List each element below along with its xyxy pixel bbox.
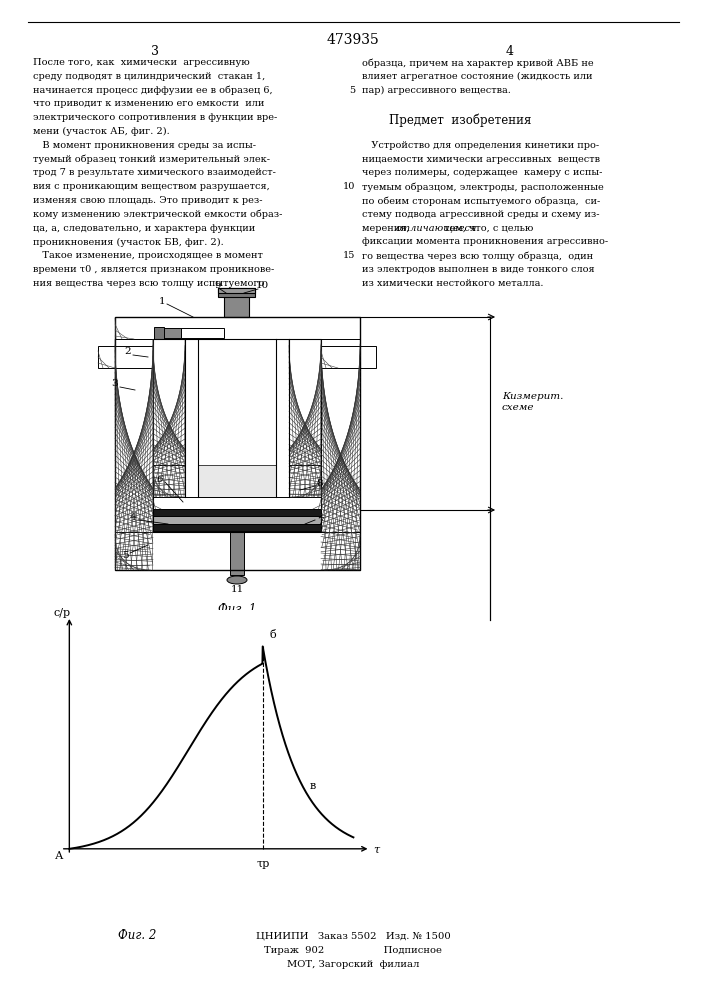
- Bar: [218, 288, 255, 293]
- Text: трод 7 в результате химического взаимодейст-: трод 7 в результате химического взаимоде…: [33, 168, 276, 177]
- Text: 7: 7: [317, 518, 323, 526]
- Text: 6: 6: [157, 476, 163, 485]
- Bar: [162, 328, 181, 338]
- Bar: [153, 516, 321, 524]
- Text: Такое изменение, происходящее в момент: Такое изменение, происходящее в момент: [33, 251, 263, 260]
- Text: 4: 4: [506, 45, 514, 58]
- Text: туемый образец тонкий измерительный элек-: туемый образец тонкий измерительный элек…: [33, 155, 270, 164]
- Text: 4: 4: [129, 512, 136, 522]
- Text: τ: τ: [373, 845, 380, 855]
- Text: 5: 5: [122, 552, 128, 560]
- Bar: [115, 532, 360, 570]
- Text: 8: 8: [317, 480, 323, 488]
- Text: В момент проникновения среды за испы-: В момент проникновения среды за испы-: [33, 141, 256, 150]
- Text: времени τ0 , является признаком проникнове-: времени τ0 , является признаком проникно…: [33, 265, 274, 274]
- Text: туемым образцом, электроды, расположенные: туемым образцом, электроды, расположенны…: [362, 182, 604, 192]
- Text: кому изменению электрической емкости образ-: кому изменению электрической емкости обр…: [33, 210, 282, 219]
- Ellipse shape: [227, 576, 247, 584]
- Text: электрического сопротивления в функции вре-: электрического сопротивления в функции в…: [33, 113, 277, 122]
- Text: тем, что, с целью: тем, что, с целью: [441, 224, 534, 233]
- Text: через полимеры, содержащее  камеру с испы-: через полимеры, содержащее камеру с испы…: [362, 168, 602, 177]
- Text: ницаемости химически агрессивных  веществ: ницаемости химически агрессивных веществ: [362, 155, 600, 164]
- Text: б: б: [270, 630, 276, 640]
- Text: После того, как  химически  агрессивную: После того, как химически агрессивную: [33, 58, 250, 67]
- Text: 11: 11: [230, 585, 244, 594]
- Text: изменяя свою площадь. Это приводит к рез-: изменяя свою площадь. Это приводит к рез…: [33, 196, 262, 205]
- Text: Тираж  902                   Подписное: Тираж 902 Подписное: [264, 946, 442, 955]
- Text: отличающееся: отличающееся: [396, 224, 477, 233]
- Text: мени (участок АБ, фиг. 2).: мени (участок АБ, фиг. 2).: [33, 127, 170, 136]
- Text: го вещества через всю толщу образца,  один: го вещества через всю толщу образца, оди…: [362, 251, 593, 261]
- Bar: [198, 465, 276, 497]
- Text: 3: 3: [151, 45, 159, 58]
- Text: 10: 10: [343, 182, 355, 191]
- Text: по обеим сторонам испытуемого образца,  си-: по обеим сторонам испытуемого образца, с…: [362, 196, 600, 206]
- Text: с/р: с/р: [54, 608, 71, 618]
- Bar: [230, 532, 244, 575]
- Text: образца, причем на характер кривой АВБ не: образца, причем на характер кривой АВБ н…: [362, 58, 594, 68]
- Text: А: А: [55, 851, 64, 861]
- Text: 2: 2: [124, 348, 132, 357]
- Text: Кизмерит.
схеме: Кизмерит. схеме: [502, 392, 563, 412]
- Text: ния вещества через всю толщу испытуемого: ния вещества через всю толщу испытуемого: [33, 279, 264, 288]
- Text: 5: 5: [349, 86, 355, 95]
- Text: ца, а, следовательно, и характера функции: ца, а, следовательно, и характера функци…: [33, 224, 255, 233]
- Bar: [321, 339, 360, 570]
- Bar: [115, 339, 153, 570]
- Bar: [276, 339, 289, 497]
- Text: проникновения (участок БВ, фиг. 2).: проникновения (участок БВ, фиг. 2).: [33, 237, 223, 247]
- Text: среду подводят в цилиндрический  стакан 1,: среду подводят в цилиндрический стакан 1…: [33, 72, 265, 81]
- Bar: [153, 339, 185, 497]
- Bar: [218, 288, 255, 297]
- Bar: [98, 346, 153, 368]
- Text: стему подвода агрессивной среды и схему из-: стему подвода агрессивной среды и схему …: [362, 210, 600, 219]
- Text: τр: τр: [256, 859, 269, 869]
- Text: вия с проникающим веществом разрушается,: вия с проникающим веществом разрушается,: [33, 182, 270, 191]
- Text: в: в: [310, 781, 316, 791]
- Bar: [153, 465, 321, 497]
- Text: из химически нестойкого металла.: из химически нестойкого металла.: [362, 279, 544, 288]
- Text: Предмет  изобретения: Предмет изобретения: [389, 113, 531, 127]
- Text: пар) агрессивного вещества.: пар) агрессивного вещества.: [362, 86, 511, 95]
- Bar: [154, 327, 164, 339]
- Text: МОТ, Загорский  филиал: МОТ, Загорский филиал: [287, 960, 419, 969]
- Text: Устройство для определения кинетики про-: Устройство для определения кинетики про-: [362, 141, 599, 150]
- Text: что приводит к изменению его емкости  или: что приводит к изменению его емкости или: [33, 99, 264, 108]
- Bar: [153, 509, 321, 516]
- Bar: [289, 339, 321, 497]
- Bar: [224, 290, 249, 317]
- Text: из электродов выполнен в виде тонкого слоя: из электродов выполнен в виде тонкого сл…: [362, 265, 595, 274]
- Text: 10: 10: [255, 282, 269, 290]
- Text: 15: 15: [343, 251, 355, 260]
- Bar: [153, 339, 321, 532]
- Text: 9: 9: [215, 282, 221, 290]
- Text: влияет агрегатное состояние (жидкость или: влияет агрегатное состояние (жидкость ил…: [362, 72, 592, 81]
- Bar: [115, 317, 360, 570]
- Bar: [153, 497, 321, 509]
- Bar: [321, 346, 376, 368]
- Text: 3: 3: [112, 379, 118, 388]
- Bar: [185, 339, 198, 497]
- Bar: [181, 328, 224, 338]
- Bar: [115, 317, 360, 339]
- Bar: [185, 339, 289, 497]
- Bar: [198, 339, 276, 465]
- Text: Фиг. 2: Фиг. 2: [118, 929, 157, 942]
- Text: начинается процесс диффузии ее в образец 6,: начинается процесс диффузии ее в образец…: [33, 86, 273, 95]
- Text: ЦНИИПИ   Заказ 5502   Изд. № 1500: ЦНИИПИ Заказ 5502 Изд. № 1500: [256, 932, 450, 941]
- Text: 1: 1: [158, 298, 165, 306]
- Bar: [153, 524, 321, 531]
- Text: фиксации момента проникновения агрессивно-: фиксации момента проникновения агрессивн…: [362, 237, 608, 246]
- Text: мерения,: мерения,: [362, 224, 413, 233]
- Text: Фиг. 1: Фиг. 1: [218, 603, 256, 616]
- Text: 473935: 473935: [327, 33, 380, 47]
